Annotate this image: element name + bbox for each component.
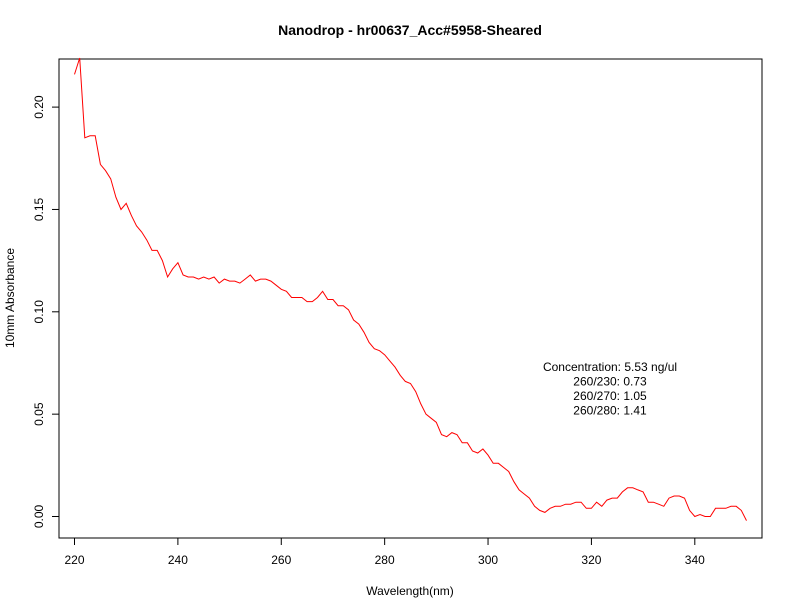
x-axis: 220 240 260 280 300 320 340 <box>64 538 705 567</box>
x-tick-label: 320 <box>581 553 601 567</box>
y-tick-label: 0.15 <box>32 197 46 221</box>
absorbance-series-line <box>74 57 747 521</box>
annotation-line: 260/280: 1.41 <box>573 404 647 418</box>
x-tick-label: 240 <box>168 553 188 567</box>
x-tick-label: 280 <box>375 553 395 567</box>
y-axis-label: 10mm Absorbance <box>3 248 17 348</box>
plot-frame <box>58 58 763 539</box>
annotation-line: 260/270: 1.05 <box>573 389 647 403</box>
y-axis: 0.00 0.05 0.10 0.15 0.20 <box>32 95 59 528</box>
y-tick-label: 0.05 <box>32 402 46 426</box>
annotation-line: Concentration: 5.53 ng/ul <box>543 360 677 374</box>
x-tick-label: 300 <box>478 553 498 567</box>
x-tick-label: 340 <box>685 553 705 567</box>
annotation-line: 260/230: 0.73 <box>573 375 647 389</box>
x-tick-label: 260 <box>271 553 291 567</box>
y-tick-label: 0.10 <box>32 300 46 324</box>
x-axis-label: Wavelength(nm) <box>366 584 454 598</box>
x-tick-label: 220 <box>64 553 84 567</box>
chart-title: Nanodrop - hr00637_Acc#5958-Sheared <box>278 22 542 38</box>
y-tick-label: 0.20 <box>32 95 46 119</box>
y-tick-label: 0.00 <box>32 505 46 529</box>
